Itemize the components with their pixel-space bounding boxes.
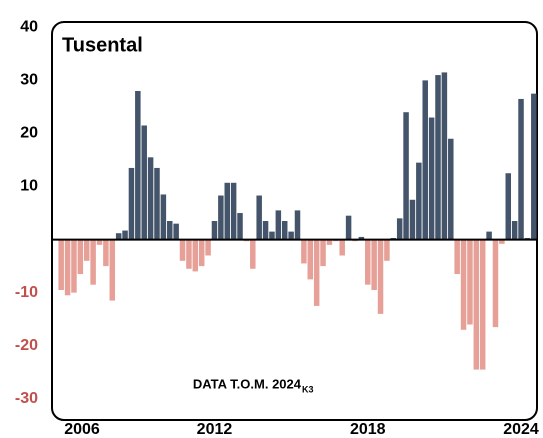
bar	[275, 210, 282, 240]
bar	[511, 221, 518, 240]
bar	[154, 167, 160, 240]
bar	[250, 239, 256, 269]
bar	[320, 239, 326, 267]
bar	[71, 239, 77, 293]
bar	[454, 239, 460, 275]
bar	[313, 239, 320, 306]
bar	[288, 231, 294, 240]
bar	[428, 117, 435, 240]
bar	[211, 221, 218, 240]
bar	[230, 182, 237, 240]
x-tick-label: 2012	[197, 421, 233, 438]
bar	[441, 72, 448, 240]
y-tick-label: -20	[15, 337, 38, 354]
bar	[339, 239, 345, 256]
bar	[237, 213, 243, 240]
bar	[499, 239, 505, 244]
bar	[403, 112, 409, 240]
bar	[479, 239, 486, 370]
annotation-subscript: K3	[302, 384, 314, 394]
chart-title: Tusental	[62, 34, 143, 56]
bar	[96, 239, 103, 245]
bar	[90, 239, 96, 285]
bar	[384, 239, 390, 261]
bar	[186, 239, 192, 269]
bar	[409, 199, 416, 240]
y-tick-label: 30	[20, 72, 38, 89]
bar	[486, 231, 492, 240]
bar	[205, 239, 211, 256]
bar	[218, 195, 224, 240]
x-tick-label: 2024	[503, 421, 539, 438]
bar	[377, 239, 384, 314]
y-tick-label: 10	[20, 178, 38, 195]
bar	[141, 125, 147, 240]
bar	[122, 230, 128, 240]
bar	[371, 239, 377, 290]
bar	[301, 239, 307, 264]
bar	[109, 239, 116, 301]
bar	[160, 194, 167, 240]
y-tick-label: -10	[15, 284, 38, 301]
x-tick-label: 2006	[64, 421, 100, 438]
bar	[416, 162, 422, 240]
bar	[365, 239, 371, 285]
bar	[83, 239, 90, 261]
bar	[294, 210, 301, 240]
bar	[262, 221, 269, 240]
bar	[460, 239, 467, 330]
bar	[179, 239, 186, 261]
bar	[64, 239, 71, 296]
bar	[345, 215, 352, 240]
bar	[467, 239, 473, 325]
bar	[224, 182, 230, 240]
bar	[198, 239, 205, 267]
bar	[167, 221, 173, 240]
bar	[326, 239, 333, 245]
y-tick-label: -30	[15, 390, 38, 407]
bar	[281, 221, 288, 240]
bar	[256, 195, 262, 240]
y-tick-label: 40	[20, 19, 38, 36]
bar	[422, 80, 428, 240]
bar	[307, 239, 314, 280]
bar	[103, 239, 109, 267]
bar	[58, 239, 64, 290]
bar	[531, 93, 537, 240]
bar	[77, 239, 84, 275]
bar	[147, 157, 154, 240]
bar	[269, 231, 275, 240]
bar	[518, 98, 524, 240]
bar	[173, 223, 179, 240]
annotation: DATA T.O.M. 2024	[193, 376, 302, 391]
bar	[115, 233, 122, 240]
bar	[435, 75, 441, 240]
y-tick-label: 20	[20, 125, 38, 142]
bar	[473, 239, 480, 370]
bar	[492, 239, 499, 328]
bar	[128, 167, 135, 240]
bar	[135, 90, 141, 240]
bar	[358, 236, 365, 240]
bar	[505, 173, 512, 240]
bar	[448, 138, 454, 240]
x-tick-label: 2018	[350, 421, 386, 438]
plot-frame	[51, 21, 538, 421]
bar	[396, 218, 403, 240]
bar	[192, 239, 199, 272]
